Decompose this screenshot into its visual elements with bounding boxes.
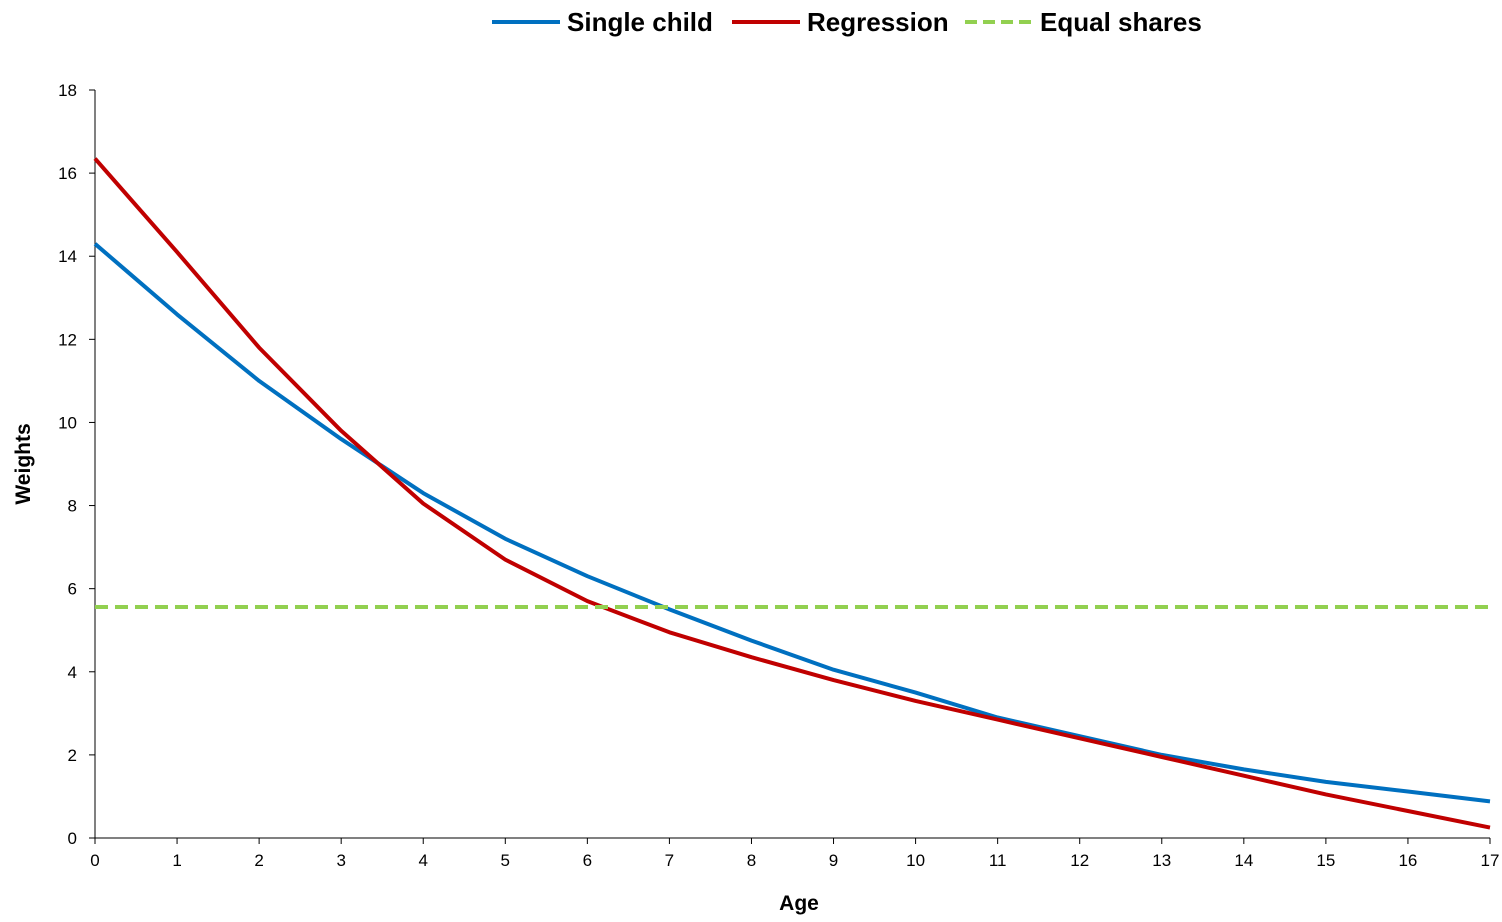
series-lines [93, 157, 1491, 830]
legend-label: Equal shares [1040, 7, 1202, 37]
x-tick-label: 14 [1234, 851, 1253, 870]
legend-item-single-child: Single child [492, 7, 713, 37]
x-tick-label: 9 [829, 851, 838, 870]
legend-label: Single child [567, 7, 713, 37]
series-line-regression [93, 157, 1491, 830]
y-tick-label: 18 [58, 81, 77, 100]
y-tick-label: 16 [58, 164, 77, 183]
y-axis-ticks: 0 2 4 6 8 10 12 14 16 18 [58, 81, 95, 848]
x-tick-label: 10 [906, 851, 925, 870]
x-tick-label: 5 [501, 851, 510, 870]
x-tick-label: 13 [1152, 851, 1171, 870]
x-tick-label: 1 [172, 851, 181, 870]
x-axis-title: Age [779, 892, 819, 915]
y-axis-title: Weights [12, 423, 35, 504]
y-tick-label: 14 [58, 247, 77, 266]
x-tick-label: 15 [1316, 851, 1335, 870]
x-tick-label: 12 [1070, 851, 1089, 870]
x-tick-label: 11 [989, 851, 1007, 870]
x-tick-label: 17 [1481, 851, 1500, 870]
x-tick-label: 8 [747, 851, 756, 870]
x-tick-label: 4 [419, 851, 428, 870]
x-tick-label: 16 [1398, 851, 1417, 870]
legend-item-equal-shares: Equal shares [965, 7, 1202, 37]
x-tick-label: 6 [583, 851, 592, 870]
legend: Single child Regression Equal shares [492, 7, 1202, 37]
legend-item-regression: Regression [732, 7, 949, 37]
legend-label: Regression [807, 7, 949, 37]
x-tick-label: 2 [254, 851, 263, 870]
x-tick-label: 7 [665, 851, 674, 870]
y-tick-label: 8 [68, 497, 77, 516]
y-tick-label: 10 [58, 413, 77, 432]
y-tick-label: 4 [68, 663, 77, 682]
y-tick-label: 0 [68, 829, 77, 848]
series-line-single-child [93, 242, 1491, 804]
x-tick-label: 0 [90, 851, 99, 870]
y-tick-label: 12 [58, 330, 77, 349]
x-axis-ticks: 0 1 2 3 4 5 6 7 8 9 10 11 12 13 14 15 16 17 [90, 838, 1499, 870]
series-single-child [93, 242, 1491, 804]
y-tick-label: 2 [68, 746, 77, 765]
y-tick-label: 6 [68, 580, 77, 599]
x-tick-label: 3 [336, 851, 345, 870]
series-regression [93, 157, 1491, 830]
